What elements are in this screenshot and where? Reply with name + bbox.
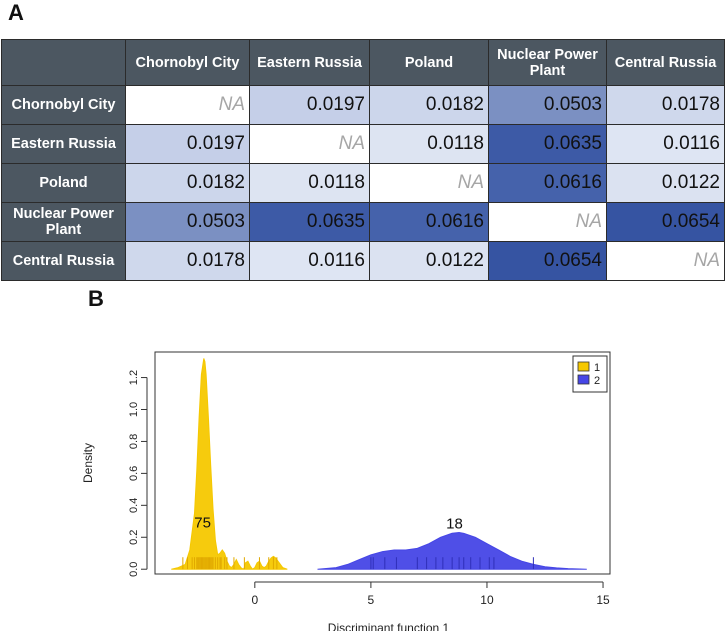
legend-label: 1 bbox=[594, 362, 600, 374]
distance-cell: 0.0654 bbox=[606, 202, 725, 242]
distance-cell: 0.0635 bbox=[488, 124, 607, 164]
distance-cell: 0.0116 bbox=[249, 241, 370, 281]
column-header: Poland bbox=[369, 39, 489, 86]
row-header: Nuclear Power Plant bbox=[1, 202, 126, 242]
group-count-label: 75 bbox=[194, 515, 211, 532]
x-axis-label: Discriminant function 1 bbox=[328, 621, 450, 631]
distance-cell: 0.0178 bbox=[125, 241, 250, 281]
distance-cell: 0.0116 bbox=[606, 124, 725, 164]
y-tick-label: 0.6 bbox=[128, 466, 140, 481]
distance-cell: 0.0197 bbox=[249, 85, 370, 125]
x-tick-label: 0 bbox=[251, 593, 258, 607]
y-axis-label: Density bbox=[81, 443, 95, 483]
row-header: Eastern Russia bbox=[1, 124, 126, 164]
column-header: Central Russia bbox=[606, 39, 725, 86]
distance-cell: 0.0616 bbox=[369, 202, 489, 242]
table-row: Poland 0.0182 0.0118 NA 0.0616 0.0122 bbox=[1, 163, 725, 203]
column-header: Nuclear Power Plant bbox=[488, 39, 607, 86]
distance-cell: 0.0178 bbox=[606, 85, 725, 125]
na-cell: NA bbox=[249, 124, 370, 164]
distance-cell: 0.0118 bbox=[369, 124, 489, 164]
distance-cell: 0.0197 bbox=[125, 124, 250, 164]
table-row: Nuclear Power Plant 0.0503 0.0635 0.0616 NA 0… bbox=[1, 202, 725, 242]
y-tick-label: 0.2 bbox=[128, 530, 140, 545]
fst-distance-table: Chornobyl City Eastern Russia Poland Nuc… bbox=[1, 39, 725, 281]
legend-swatch-group-2 bbox=[577, 374, 590, 385]
distance-cell: 0.0122 bbox=[369, 241, 489, 281]
y-tick-label: 0.8 bbox=[128, 434, 140, 449]
distance-cell: 0.0118 bbox=[249, 163, 370, 203]
distance-cell: 0.0503 bbox=[488, 85, 607, 125]
distance-cell: 0.0616 bbox=[488, 163, 607, 203]
table-row: Chornobyl City NA 0.0197 0.0182 0.0503 0.0178 bbox=[1, 85, 725, 125]
x-tick-label: 5 bbox=[368, 593, 375, 607]
distance-cell: 0.0122 bbox=[606, 163, 725, 203]
table-row: Eastern Russia 0.0197 NA 0.0118 0.0635 0.0116 bbox=[1, 124, 725, 164]
row-header: Central Russia bbox=[1, 241, 126, 281]
na-cell: NA bbox=[125, 85, 250, 125]
column-header: Chornobyl City bbox=[125, 39, 250, 86]
na-cell: NA bbox=[369, 163, 489, 203]
legend-box bbox=[572, 355, 608, 393]
y-tick-label: 0.0 bbox=[128, 562, 140, 577]
x-tick-label: 15 bbox=[596, 593, 610, 607]
na-cell: NA bbox=[488, 202, 607, 242]
column-header: Eastern Russia bbox=[249, 39, 370, 86]
panel-label-a: A bbox=[8, 0, 24, 25]
row-header: Chornobyl City bbox=[1, 85, 126, 125]
distance-cell: 0.0635 bbox=[249, 202, 370, 242]
legend-swatch-group-1 bbox=[577, 361, 590, 372]
y-tick-label: 1.2 bbox=[128, 370, 140, 385]
group-count-label: 18 bbox=[446, 515, 463, 532]
table-row: Central Russia 0.0178 0.0116 0.0122 0.0654 NA bbox=[1, 241, 725, 281]
table-header-row: Chornobyl City Eastern Russia Poland Nuc… bbox=[1, 39, 725, 86]
distance-cell: 0.0503 bbox=[125, 202, 250, 242]
plot-frame bbox=[154, 351, 611, 575]
distance-cell: 0.0182 bbox=[125, 163, 250, 203]
y-tick-label: 0.4 bbox=[128, 498, 140, 513]
na-cell: NA bbox=[606, 241, 725, 281]
table-corner-cell bbox=[1, 39, 126, 86]
y-tick-label: 1.0 bbox=[128, 402, 140, 417]
row-header: Poland bbox=[1, 163, 126, 203]
distance-cell: 0.0654 bbox=[488, 241, 607, 281]
legend-label: 2 bbox=[594, 375, 600, 387]
panel-label-b: B bbox=[88, 286, 104, 311]
density-area-group-1 bbox=[171, 358, 288, 570]
distance-cell: 0.0182 bbox=[369, 85, 489, 125]
density-plot: 75 18 0 5 10 15 Discriminant function 1 0.0 0.2 0… bbox=[81, 351, 611, 631]
x-tick-label: 10 bbox=[480, 593, 494, 607]
